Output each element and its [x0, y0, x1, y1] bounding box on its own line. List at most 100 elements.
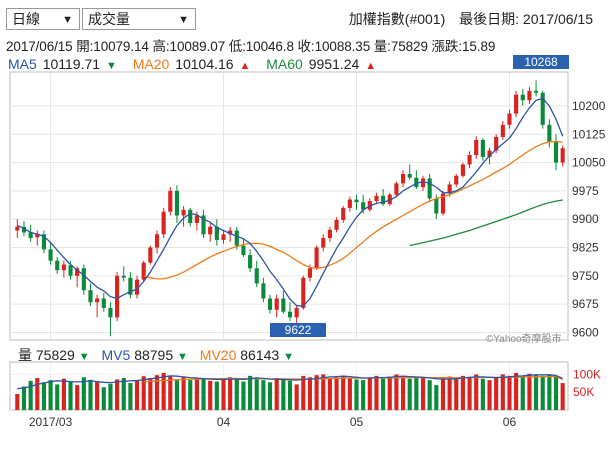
candle-body	[15, 226, 20, 231]
last-date: 2017/06/15	[522, 11, 593, 27]
volume-bar	[454, 378, 459, 410]
candle-body	[447, 184, 452, 194]
volume-bar	[407, 378, 412, 410]
volume-bar	[547, 374, 552, 410]
volume-bar	[294, 384, 299, 410]
candle-body	[128, 277, 133, 295]
volume-bar	[75, 385, 80, 410]
candle-body	[454, 175, 459, 185]
candle-body	[307, 268, 313, 278]
candle-body	[434, 198, 439, 214]
mv5-down-icon: ▼	[177, 351, 188, 363]
volume-bar	[527, 373, 532, 410]
indicator-select-value: 成交量	[88, 11, 130, 27]
volume-bar	[21, 386, 27, 410]
open-label: 開:	[76, 39, 94, 54]
candle-body	[241, 245, 246, 256]
volume-bar	[234, 378, 239, 410]
volume-bar	[400, 375, 406, 410]
chevron-down-icon: ▼	[62, 14, 73, 26]
candle-body	[101, 298, 106, 308]
mv20-label: MV20	[199, 347, 237, 363]
candle-body	[341, 207, 346, 220]
volume-bar	[68, 381, 73, 410]
volume-bar	[374, 375, 379, 410]
indicator-select[interactable]: 成交量 ▼	[82, 8, 196, 30]
candle-body	[407, 173, 412, 178]
volume-bar	[540, 375, 545, 410]
volume-bar	[168, 375, 173, 410]
volume-bar	[361, 380, 366, 410]
ma5-line	[17, 97, 564, 307]
high-label: 高:	[152, 39, 170, 54]
volume-bar	[214, 381, 219, 410]
candle-body	[354, 199, 359, 203]
mv5-line	[17, 374, 563, 390]
volume-bar	[307, 377, 313, 410]
volume-bar	[88, 379, 93, 410]
high-value: 10089.07	[169, 39, 226, 54]
quote-date: 2017/06/15	[6, 39, 73, 54]
ma20-label: MA20	[132, 56, 170, 72]
candle-body	[420, 178, 426, 188]
volume-bar	[161, 373, 166, 410]
candle-body	[108, 307, 113, 318]
volume-bar	[367, 377, 372, 410]
candle-body	[55, 260, 60, 271]
candle-body	[194, 215, 199, 223]
volume-bar	[95, 381, 100, 410]
candle-body	[500, 124, 505, 137]
candle-body	[527, 90, 532, 101]
volume-bar	[228, 377, 233, 410]
mv20-value: 86143	[240, 347, 280, 363]
volume-bar	[347, 378, 352, 410]
candle-body	[474, 139, 479, 156]
close-value: 10088.35	[314, 39, 371, 54]
volume-label: 量:	[373, 39, 391, 54]
candle-body	[440, 193, 446, 214]
volume-bar	[287, 380, 293, 410]
volume-bar	[254, 377, 259, 410]
volume-bar	[154, 375, 160, 410]
volume-bar	[121, 378, 126, 410]
low-price-marker: 9622	[270, 323, 326, 337]
candle-body	[28, 232, 33, 239]
candle-body	[347, 199, 352, 208]
candle-body	[414, 177, 419, 188]
volume-bar	[487, 380, 492, 410]
candle-body	[467, 155, 472, 165]
ma60-up-icon: ▲	[365, 60, 377, 72]
candle-body	[254, 268, 259, 284]
candle-body	[174, 190, 180, 216]
candle-body	[68, 265, 73, 276]
volume-bar	[141, 376, 146, 410]
price-tick-label: 9750	[572, 269, 599, 283]
volume-bar	[208, 380, 213, 410]
volume-bar	[194, 378, 199, 410]
volume-tick-label: 50K	[573, 385, 594, 399]
ma20-line	[143, 140, 563, 280]
candle-body	[201, 215, 206, 235]
candle-body	[161, 211, 166, 235]
volume-bar	[500, 374, 505, 410]
low-value: 10046.8	[245, 39, 294, 54]
candle-body	[507, 113, 512, 125]
price-tick-label: 10200	[572, 99, 606, 113]
volume-bar	[474, 374, 479, 410]
ma20-up-icon: ▲	[239, 60, 251, 72]
candle-body	[61, 264, 66, 271]
candle-body	[274, 298, 279, 310]
volume-legend: 量 75829 ▼ MV5 88795 ▼ MV20 86143 ▼	[18, 345, 294, 365]
candle-body	[460, 164, 465, 176]
volume-bar	[115, 379, 120, 410]
period-select[interactable]: 日線 ▼	[6, 8, 80, 30]
candle-body	[281, 298, 286, 312]
volume-bar	[108, 383, 113, 410]
vol-down-icon: ▼	[78, 351, 90, 363]
mv20-down-icon: ▼	[283, 351, 294, 363]
time-tick-label: 04	[217, 415, 231, 429]
candle-body	[327, 229, 332, 239]
volume-bar	[387, 376, 392, 410]
volume-bar	[41, 382, 46, 410]
candle-body	[221, 234, 226, 240]
